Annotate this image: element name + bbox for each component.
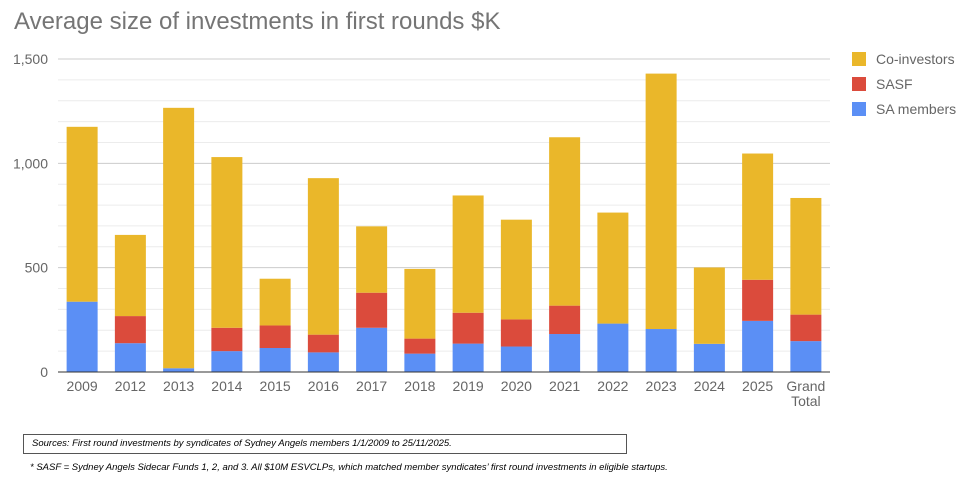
legend-label: SASF bbox=[876, 76, 913, 92]
bar-segment-sa-members bbox=[259, 348, 291, 372]
source-note: Sources: First round investments by synd… bbox=[23, 434, 627, 454]
bar-segment-sa-members bbox=[500, 346, 532, 372]
y-tick-label: 1,500 bbox=[13, 51, 48, 67]
bar-segment-sa-members bbox=[452, 343, 484, 372]
bar-segment-co-investors bbox=[114, 234, 146, 317]
x-tick-label: 2015 bbox=[260, 378, 291, 394]
x-tick-label: 2018 bbox=[404, 378, 435, 394]
legend-swatch bbox=[852, 77, 866, 91]
bar-segment-sasf bbox=[211, 327, 243, 352]
x-tick-label: 2023 bbox=[646, 378, 677, 394]
bar-segment-co-investors bbox=[742, 153, 774, 280]
bar-segment-co-investors bbox=[356, 226, 388, 293]
x-tick-label: 2013 bbox=[163, 378, 194, 394]
bar-segment-sa-members bbox=[66, 301, 98, 372]
bar-segment-sa-members bbox=[356, 327, 388, 372]
bar-segment-sasf bbox=[549, 305, 581, 335]
bar-segment-co-investors bbox=[693, 267, 725, 344]
x-tick-label: 2024 bbox=[694, 378, 725, 394]
bar-segment-co-investors bbox=[500, 219, 532, 320]
x-tick-label: 2014 bbox=[211, 378, 242, 394]
bar-segment-co-investors bbox=[452, 195, 484, 313]
x-tick-label: 2022 bbox=[597, 378, 628, 394]
y-axis-ticks: 0 500 1,000 1,500 bbox=[13, 51, 48, 380]
chart-title: Average size of investments in first rou… bbox=[14, 8, 501, 35]
bar-segment-sa-members bbox=[549, 334, 581, 372]
bar-segment-sa-members bbox=[114, 343, 146, 372]
legend-item: Co-investors bbox=[852, 50, 956, 68]
x-tick-label: 2016 bbox=[308, 378, 339, 394]
bar-segment-co-investors bbox=[211, 157, 243, 328]
bar-segment-sa-members bbox=[211, 351, 243, 372]
bar-segment-sasf bbox=[259, 325, 291, 349]
legend: Co-investors SASF SA members bbox=[852, 50, 956, 125]
x-tick-label: 2009 bbox=[67, 378, 98, 394]
legend-item: SA members bbox=[852, 100, 956, 118]
bar-segment-sasf bbox=[356, 292, 388, 328]
x-tick-label: 2020 bbox=[501, 378, 532, 394]
bar-segment-sasf bbox=[404, 338, 436, 354]
x-tick-label: 2019 bbox=[453, 378, 484, 394]
x-tick-label: 2017 bbox=[356, 378, 387, 394]
legend-item: SASF bbox=[852, 75, 956, 93]
bar-segment-sa-members bbox=[790, 341, 822, 372]
bar-segment-sa-members bbox=[307, 352, 339, 372]
bar-segment-sa-members bbox=[597, 323, 629, 372]
bar-segment-co-investors bbox=[163, 107, 195, 369]
y-tick-label: 500 bbox=[25, 260, 49, 276]
bar-segment-co-investors bbox=[597, 212, 629, 324]
bar-segment-sasf bbox=[500, 319, 532, 347]
bar-segment-sasf bbox=[742, 279, 774, 321]
bar-segment-sasf bbox=[114, 316, 146, 344]
bar-segment-co-investors bbox=[549, 137, 581, 306]
bar-segment-sa-members bbox=[163, 368, 195, 372]
bar-segment-sasf bbox=[790, 314, 822, 342]
bar-segment-co-investors bbox=[645, 73, 677, 330]
x-tick-label: 2021 bbox=[549, 378, 580, 394]
bar-segment-co-investors bbox=[259, 278, 291, 326]
y-tick-label: 0 bbox=[40, 364, 48, 380]
x-tick-label: 2025 bbox=[742, 378, 773, 394]
bar-segment-sa-members bbox=[742, 320, 774, 372]
x-axis-ticks: 2009 2012 2013 2014 2015 2016 2017 2018 2019 2020… bbox=[67, 378, 826, 409]
bar-segment-sa-members bbox=[645, 329, 677, 372]
bar-segment-co-investors bbox=[307, 178, 339, 335]
bar-segment-co-investors bbox=[790, 197, 822, 315]
bar-segment-sasf bbox=[307, 334, 339, 353]
legend-label: Co-investors bbox=[876, 51, 955, 67]
bar-segment-sasf bbox=[452, 312, 484, 344]
x-tick-label: 2012 bbox=[115, 378, 146, 394]
bar-segment-co-investors bbox=[404, 268, 436, 339]
legend-swatch bbox=[852, 52, 866, 66]
legend-swatch bbox=[852, 102, 866, 116]
footnote: * SASF = Sydney Angels Sidecar Funds 1, … bbox=[30, 462, 668, 473]
bar-segment-sa-members bbox=[693, 343, 725, 372]
bar-segment-co-investors bbox=[66, 126, 98, 302]
bars bbox=[66, 73, 822, 372]
legend-label: SA members bbox=[876, 101, 957, 117]
x-tick-label: Grand Total bbox=[786, 378, 825, 409]
bar-segment-sa-members bbox=[404, 353, 436, 372]
y-tick-label: 1,000 bbox=[13, 155, 48, 171]
